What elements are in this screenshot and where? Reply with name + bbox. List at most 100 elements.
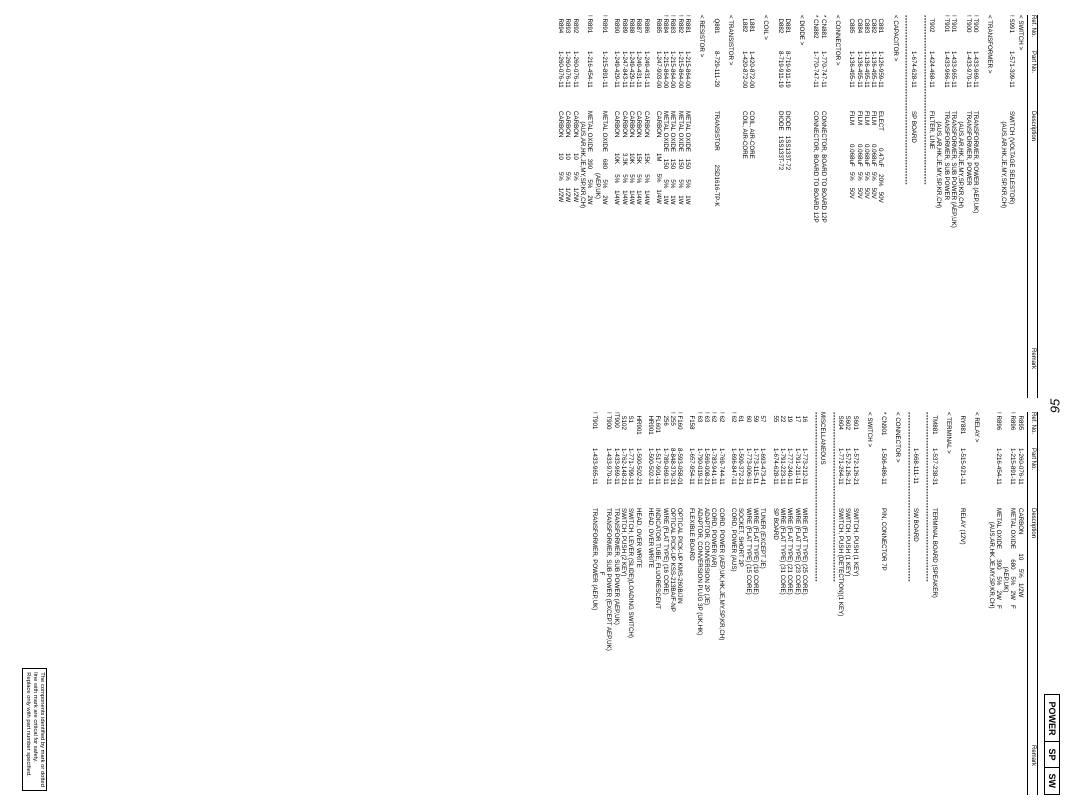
table-row: ! R8821-215-864-00METAL OXIDE 150 5% 1W bbox=[676, 15, 683, 398]
cell-ref: TM881 bbox=[930, 412, 937, 448]
cell-part: 1-791-223-11 bbox=[779, 448, 786, 508]
cell-part: 1-215-864-00 bbox=[676, 51, 683, 111]
cell-desc: (AUS,AR,HK,JE,MY,SP,KR,CH) bbox=[987, 508, 994, 795]
table-row: C8811-126-959-11ELECT 0.47uF 20% 50V bbox=[877, 15, 884, 398]
cell-part: 1-247-843-11 bbox=[620, 51, 627, 111]
cell-part: 1-674-628-11 bbox=[771, 448, 778, 508]
cell-ref: R895 bbox=[1016, 412, 1023, 448]
separator-rule: ****************************************… bbox=[828, 412, 835, 795]
table-row: Q8818-729-111-29TRANSISTOR 2SD1616-TP-K bbox=[712, 15, 719, 398]
table-row: ! 621-769-744-11CORD, POWER (AEP,UK,HK,J… bbox=[717, 412, 724, 795]
separator-rule: ****************************************… bbox=[810, 412, 817, 795]
cell-desc: TUNER (EXCEPT JE) bbox=[759, 508, 766, 795]
cell-desc: SWITCH (VOLTAGE SELESTOR) bbox=[1007, 111, 1014, 398]
cell-ref: R894 bbox=[557, 15, 564, 51]
cell-desc: FILM 0.068uF 5% 50V bbox=[848, 111, 855, 398]
cell-part: 1-572-126-21 bbox=[844, 448, 851, 508]
cell-ref bbox=[579, 15, 586, 51]
cell-ref: S604 bbox=[837, 412, 844, 448]
cell-part: 1-433-969-11 bbox=[612, 448, 619, 508]
cell-ref: ! 62 bbox=[710, 412, 717, 448]
cell-part: 1-216-454-11 bbox=[586, 51, 593, 111]
cell-ref: ! R881 bbox=[684, 15, 691, 51]
cell-ref bbox=[598, 412, 605, 448]
cell-ref: ! 63 bbox=[703, 412, 710, 448]
cell-desc: FILTER, LINE bbox=[928, 111, 935, 398]
cell-desc: METAL OXIDE 150 5% 1W bbox=[684, 111, 691, 398]
table-row: * CN8821-770-747-11CONNECTOR, BOARD TO B… bbox=[812, 15, 819, 398]
cell-desc: METAL OXIDE 150 5% 1W bbox=[676, 111, 683, 398]
cell-part: 1-500-502-11 bbox=[647, 448, 654, 508]
cell-ref bbox=[1002, 412, 1009, 448]
cell-part: 1-500-502-21 bbox=[634, 448, 641, 508]
cell-ref: C883 bbox=[863, 15, 870, 51]
cell-ref: C882 bbox=[870, 15, 877, 51]
cell-part: 1-433-970-11 bbox=[605, 448, 612, 508]
cell-desc: OPTICAL PICK-UP KSS-213BA/F-NP bbox=[669, 508, 676, 795]
hdr-remark: Remark bbox=[1029, 348, 1036, 398]
table-row: R8861-249-431-11CARBON 15K 5% 1/4W bbox=[642, 15, 649, 398]
cell-part: 8-719-911-19 bbox=[784, 51, 791, 111]
cell-part bbox=[1002, 448, 1009, 508]
table-row: (AEP,UK) bbox=[593, 15, 600, 398]
table-row: ! T9001-433-970-11TRANSFORMER, POWER bbox=[964, 15, 971, 398]
cell-part: 1-572-126-21 bbox=[851, 448, 858, 508]
table-row: 571-693-473-41TUNER (EXCEPT JE) bbox=[759, 412, 766, 795]
cell-part: 1-136-495-11 bbox=[863, 51, 870, 111]
cell-ref: D881 bbox=[784, 15, 791, 51]
parts-list-page: POWER SP SW Ref. No. Part No. Descriptio… bbox=[20, 15, 1060, 795]
cell-ref: * CN901 bbox=[880, 412, 887, 448]
table-row: ! T9011-433-965-11TRANSFORMER, SUB POWER… bbox=[950, 15, 957, 398]
cell-desc: F bbox=[598, 508, 605, 795]
cell-desc: (AUS,AR,HK,JE,MY,SP,KR,CH) bbox=[935, 111, 942, 398]
cell-part: 8-729-111-29 bbox=[712, 51, 719, 111]
separator-rule: ****************************************… bbox=[901, 15, 908, 398]
cell-desc: SWITCH, PUSH (1 KEY) bbox=[851, 508, 858, 795]
cell-part: 1-247-903-00 bbox=[655, 51, 662, 111]
table-row: (AUS,AR,HK,JE,MY,SP,KR,CH) bbox=[579, 15, 586, 398]
table-row: R8941-260-076-11CARBON 10 5% 1/2W bbox=[557, 15, 564, 398]
cell-ref bbox=[593, 15, 600, 51]
cell-desc: FILM 0.068uF 5% 50V bbox=[855, 111, 862, 398]
table-row: L8811-420-872-00COIL, AIR-CORE bbox=[748, 15, 755, 398]
cell-part: 1-136-495-11 bbox=[855, 51, 862, 111]
cell-desc: TRANSFORMER, SUB POWER (AEP,UK) bbox=[950, 111, 957, 398]
cell-part: 1-433-966-11 bbox=[942, 51, 949, 111]
table-row: ! T9001-433-970-11TRANSFORMER, SUB POWER… bbox=[605, 412, 612, 795]
cell-part: 1-537-238-31 bbox=[930, 448, 937, 508]
cell-part: 1-770-747-11 bbox=[819, 51, 826, 111]
cell-ref: * CN882 bbox=[812, 15, 819, 51]
cell-ref: S102 bbox=[620, 412, 627, 448]
table-row: * CN9011-506-486-11PIN, CONNECTOR 7P bbox=[880, 412, 887, 795]
cell-ref: R887 bbox=[635, 15, 642, 51]
cell-ref: S601 bbox=[851, 412, 858, 448]
table-row: ! R8911-216-454-11METAL OXIDE 390 5% 2W bbox=[586, 15, 593, 398]
cell-desc: DIODE 1SS133T-72 bbox=[776, 111, 783, 398]
cell-part: 1-783-941-11 bbox=[710, 448, 717, 508]
cell-part: 1-674-628-11 bbox=[910, 51, 917, 111]
table-row: ! R8831-215-864-00METAL OXIDE 150 5% 1W bbox=[669, 15, 676, 398]
cell-ref: ! T901 bbox=[950, 15, 957, 51]
cell-part: 1-215-864-00 bbox=[662, 51, 669, 111]
cell-ref: 60 bbox=[744, 412, 751, 448]
table-row: S6041-771-264-11SWITCH, PUSH (DETECTION)… bbox=[837, 412, 844, 795]
cell-ref: 55 bbox=[771, 412, 778, 448]
cell-desc: (AEP,UK) bbox=[593, 111, 600, 398]
table-row: 551-674-628-11SP BOARD bbox=[771, 412, 778, 795]
cell-desc: CORD, POWER (AEP,UK,HK,JE,MY,SP,KR,CH) bbox=[717, 508, 724, 795]
table-row: ! 2558-848-379-31OPTICAL PICK-UP KSS-213… bbox=[669, 412, 676, 795]
cell-part bbox=[1000, 51, 1007, 111]
cell-desc: INDICATOR TUBE, FLUORESCENT bbox=[654, 508, 661, 795]
cell-desc: CARBON 10 5% 1/2W bbox=[1016, 508, 1023, 795]
cell-part: 1-249-431-11 bbox=[635, 51, 642, 111]
cell-desc: SWITCH, PUSH (DETECTION)(1 KEY) bbox=[837, 508, 844, 795]
cell-part: 1-515-921-11 bbox=[959, 448, 966, 508]
cell-desc: ADAPTOR, CONVERSION 2P (JE) bbox=[703, 508, 710, 795]
table-row: (AUS,AR,HK,JE,MY,SP,KR,CH) bbox=[1000, 15, 1007, 398]
cell-part: 1-433-969-11 bbox=[972, 51, 979, 111]
cell-ref: D882 bbox=[776, 15, 783, 51]
hdr-ref: Ref. No. bbox=[1029, 412, 1036, 448]
table-row: D8828-719-911-19DIODE 1SS133T-72 bbox=[776, 15, 783, 398]
cell-part: 1-433-965-11 bbox=[590, 448, 597, 508]
table-row: 611-509-372-21SOCKET, SHORT 2P bbox=[737, 412, 744, 795]
